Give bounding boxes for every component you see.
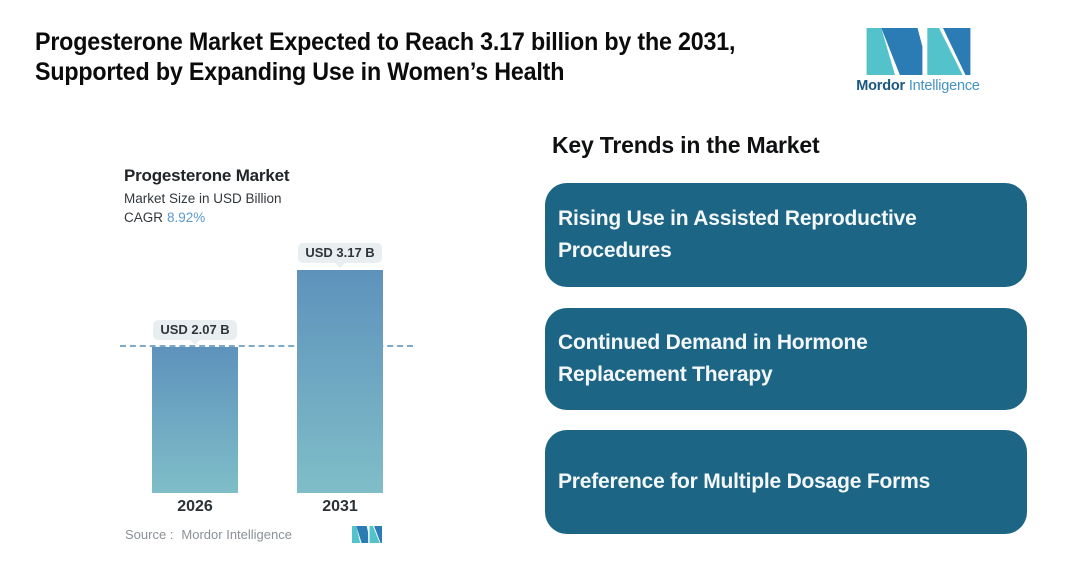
trend-card-text-line: Procedures	[558, 239, 672, 262]
mordor-logo-wordmark: Mordor Intelligence	[853, 78, 983, 94]
bar-2026	[152, 347, 238, 493]
chart-source: Source : Mordor Intelligence	[125, 527, 292, 542]
bar-value-label-2031: USD 3.17 B	[298, 243, 382, 268]
page-title: Progesterone Market Expected to Reach 3.…	[35, 27, 735, 87]
brand-name-light: Intelligence	[908, 78, 980, 94]
trend-card-text-line: Rising Use in Assisted Reproductive	[558, 207, 917, 230]
trend-card-text-line: Preference for Multiple Dosage Forms	[558, 470, 931, 493]
cagr-label: CAGR	[124, 210, 164, 225]
market-size-chart: Progesterone Market Market Size in USD B…	[120, 160, 440, 550]
dashed-threshold-line	[120, 345, 413, 347]
page-title-line2: Supported by Expanding Use in Women’s He…	[35, 58, 565, 86]
trends-heading: Key Trends in the Market	[552, 132, 820, 158]
mordor-logo-mini-icon	[352, 526, 382, 543]
trend-card-text-line: Continued Demand in Hormone	[558, 331, 868, 354]
trend-card-hormone-replacement: Continued Demand in Hormone Replacement …	[545, 308, 1027, 410]
x-axis-label-2026: 2026	[177, 498, 213, 515]
x-axis-label-2031: 2031	[322, 498, 358, 515]
bar-plot-area: USD 2.07 B 2026 USD 3.17 B 2031	[120, 160, 440, 550]
chart-cagr: CAGR 8.92%	[124, 210, 205, 225]
mordor-intelligence-logo: Mordor Intelligence	[853, 28, 983, 94]
bar-2031	[297, 270, 383, 493]
source-value: Mordor Intelligence	[181, 527, 292, 542]
trend-card-assisted-reproductive: Rising Use in Assisted Reproductive Proc…	[545, 183, 1027, 287]
cagr-value: 8.92%	[167, 210, 206, 225]
mordor-logo-mark-icon	[866, 28, 970, 75]
chart-subtitle: Market Size in USD Billion	[124, 191, 282, 206]
source-label: Source :	[125, 527, 174, 542]
page-title-line1: Progesterone Market Expected to Reach 3.…	[35, 28, 736, 56]
bar-value-label-2026: USD 2.07 B	[153, 320, 237, 345]
brand-name-bold: Mordor	[856, 78, 905, 94]
trend-card-text-line: Replacement Therapy	[558, 363, 773, 386]
chart-title: Progesterone Market	[124, 166, 290, 185]
trend-card-dosage-forms: Preference for Multiple Dosage Forms	[545, 430, 1027, 534]
